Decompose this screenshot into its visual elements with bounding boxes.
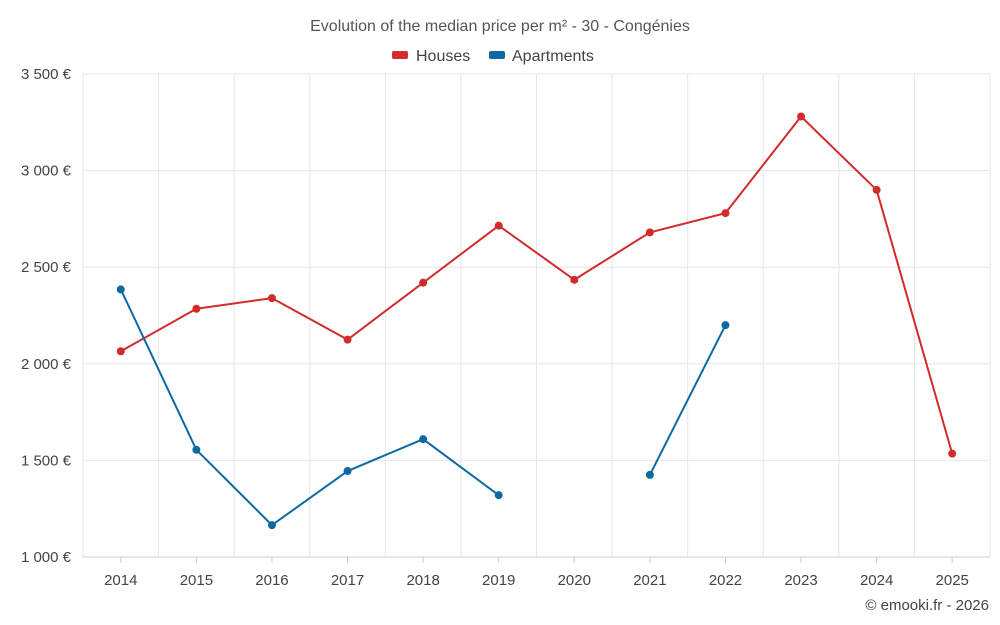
data-point-houses[interactable]	[419, 278, 428, 287]
series-line-apartments	[119, 288, 500, 527]
x-tick-label: 2024	[860, 572, 893, 589]
x-tick-label: 2025	[936, 572, 969, 589]
x-tick-label: 2022	[709, 572, 742, 589]
data-point-apartments[interactable]	[721, 321, 730, 330]
y-axis-ticks: 1 000 € 1 500 € 2 000 € 2 500 € 3 000 € 3 500…	[21, 66, 72, 566]
series-group	[116, 112, 957, 530]
y-tick-label: 2 000 €	[21, 356, 72, 373]
x-tick-label: 2014	[104, 572, 137, 589]
chart-title: Evolution of the median price per m² - 3…	[310, 18, 690, 35]
y-tick-label: 1 000 €	[21, 549, 72, 566]
credit-text: © emooki.fr - 2026	[865, 597, 989, 614]
series-line-apartments	[648, 324, 727, 476]
data-point-houses[interactable]	[948, 449, 957, 458]
data-point-apartments[interactable]	[267, 521, 276, 530]
legend: Houses Apartments	[392, 48, 594, 65]
x-tick-label: 2019	[482, 572, 515, 589]
data-point-apartments[interactable]	[419, 435, 428, 444]
y-tick-label: 1 500 €	[21, 452, 72, 469]
series-line-houses	[120, 115, 954, 454]
x-axis-ticks: 2014 2015 2016 2017 2018 2019 2020 2021 2022 2023…	[104, 557, 969, 589]
x-tick-label: 2015	[180, 572, 213, 589]
data-point-houses[interactable]	[116, 347, 125, 356]
data-point-houses[interactable]	[570, 275, 579, 284]
x-tick-label: 2017	[331, 572, 364, 589]
data-point-houses[interactable]	[721, 209, 730, 218]
y-tick-label: 3 000 €	[21, 163, 72, 180]
legend-swatch-houses	[392, 51, 408, 59]
x-tick-label: 2020	[558, 572, 591, 589]
x-tick-label: 2016	[255, 572, 288, 589]
data-point-houses[interactable]	[645, 228, 654, 237]
grid	[82, 73, 991, 558]
data-point-houses[interactable]	[872, 185, 881, 194]
data-point-houses[interactable]	[192, 304, 201, 313]
data-point-apartments[interactable]	[192, 445, 201, 454]
x-tick-label: 2021	[633, 572, 666, 589]
data-point-apartments[interactable]	[494, 491, 503, 500]
x-tick-label: 2018	[406, 572, 439, 589]
legend-label-houses[interactable]: Houses	[416, 48, 470, 65]
legend-label-apartments[interactable]: Apartments	[512, 48, 594, 65]
data-point-apartments[interactable]	[116, 285, 125, 294]
data-point-houses[interactable]	[267, 294, 276, 303]
x-tick-label: 2023	[784, 572, 817, 589]
data-point-apartments[interactable]	[343, 467, 352, 476]
data-point-apartments[interactable]	[645, 470, 654, 479]
legend-swatch-apartments	[489, 51, 505, 59]
y-tick-label: 2 500 €	[21, 259, 72, 276]
y-tick-label: 3 500 €	[21, 66, 72, 83]
data-point-houses[interactable]	[797, 112, 806, 121]
data-point-houses[interactable]	[343, 335, 352, 344]
data-point-houses[interactable]	[494, 221, 503, 230]
